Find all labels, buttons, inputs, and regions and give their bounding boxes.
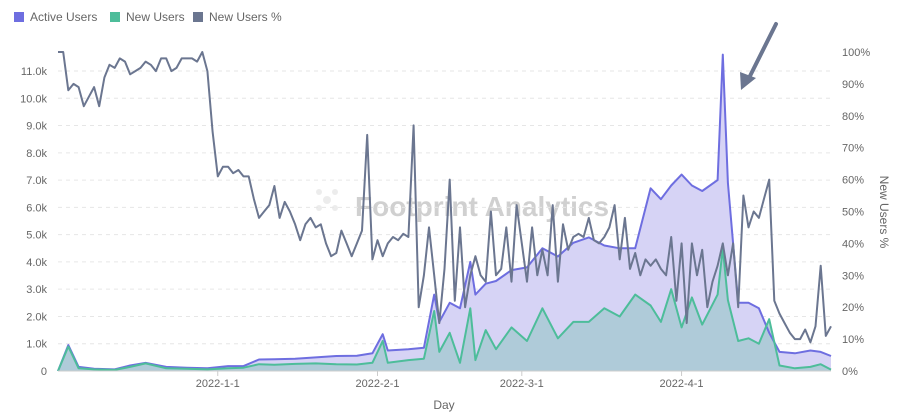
watermark-text: Footprint Analytics (355, 191, 609, 222)
y-left-tick-label: 7.0k (26, 175, 47, 187)
y-right-tick-label: 100% (842, 47, 870, 59)
y-right-tick-label: 10% (842, 334, 864, 346)
y-left-tick-label: 2.0k (26, 311, 47, 323)
legend[interactable]: Active Users New Users New Users % (14, 10, 282, 24)
y-left-tick-label: 1.0k (26, 339, 47, 351)
x-tick-label: 2022-2-1 (355, 378, 399, 390)
y-axis-left: 0 1.0k 2.0k 3.0k 4.0k 5.0k 6.0k 7.0k 8.0k 9.0k 10.… (20, 66, 47, 378)
y-left-tick-label: 8.0k (26, 148, 47, 160)
legend-label-active-users: Active Users (30, 10, 97, 24)
y-left-tick-label: 4.0k (26, 257, 47, 269)
legend-item-active-users[interactable]: Active Users (14, 10, 97, 24)
x-tick-label: 2022-1-1 (196, 378, 240, 390)
x-tick-label: 2022-3-1 (500, 378, 544, 390)
series-new-users-line (57, 247, 832, 372)
y-right-tick-label: 40% (842, 238, 864, 250)
y-right-tick-label: 20% (842, 302, 864, 314)
y-right-tick-label: 50% (842, 207, 864, 219)
legend-item-new-users[interactable]: New Users (110, 10, 185, 24)
series-active-users-line (57, 53, 832, 372)
series-new-users-area (58, 248, 831, 371)
legend-swatch-new-users-pct (193, 12, 203, 22)
y-right-tick-label: 80% (842, 111, 864, 123)
y-left-tick-label: 6.0k (26, 202, 47, 214)
y-right-tick-label: 30% (842, 270, 864, 282)
line-layer (57, 51, 832, 372)
legend-swatch-active-users (14, 12, 24, 22)
y-left-tick-label: 5.0k (26, 230, 47, 242)
x-axis-title: Day (433, 398, 454, 412)
y-right-tick-label: 0% (842, 366, 858, 378)
legend-label-new-users: New Users (126, 10, 185, 24)
legend-label-new-users-pct: New Users % (209, 10, 282, 24)
y-axis-right: 0% 10% 20% 30% 40% 50% 60% 70% 80% 90% 100% (842, 47, 870, 378)
area-layer (58, 54, 831, 371)
legend-item-new-users-pct[interactable]: New Users % (193, 10, 282, 24)
y-left-tick-label: 11.0k (21, 66, 48, 78)
y-left-tick-label: 10.0k (20, 93, 47, 105)
series-active-users-area (58, 54, 831, 371)
legend-swatch-new-users (110, 12, 120, 22)
y-left-tick-label: 3.0k (26, 284, 47, 296)
x-tick-label: 2022-4-1 (660, 378, 704, 390)
y-left-tick-label: 9.0k (26, 121, 47, 133)
y-left-tick-label: 0 (41, 366, 47, 378)
y-right-tick-label: 90% (842, 79, 864, 91)
x-axis: 2022-1-1 2022-2-1 2022-3-1 2022-4-1 (58, 370, 831, 390)
series-new-users-pct-line (58, 51, 832, 344)
y-right-tick-label: 60% (842, 175, 864, 187)
y-axis-right-title: New Users % (877, 176, 891, 249)
watermark-logo (316, 189, 338, 211)
annotation-arrow (740, 22, 778, 90)
y-right-tick-label: 70% (842, 143, 864, 155)
